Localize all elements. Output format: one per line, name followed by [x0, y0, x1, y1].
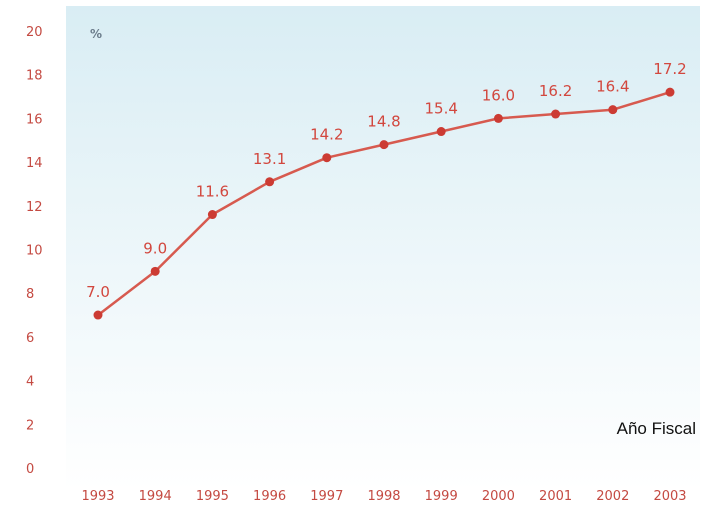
data-label: 15.4: [424, 100, 457, 118]
x-tick-label: 1999: [425, 489, 458, 504]
y-axis-ticks: 0 2 4 6 8 10 12 14 16 18 20: [26, 25, 43, 477]
y-tick-label: 6: [26, 331, 34, 346]
x-tick-label: 2000: [482, 489, 515, 504]
data-point-marker: [436, 127, 446, 137]
y-tick-label: 20: [26, 25, 43, 40]
data-point-marker: [150, 266, 160, 276]
x-axis-ticks: 1993 1994 1995 1996 1997 1998 1999 2000 2001 2002…: [81, 489, 686, 504]
y-tick-label: 14: [26, 156, 43, 171]
x-tick-label: 1993: [81, 489, 114, 504]
data-label: 14.8: [367, 113, 400, 131]
series-group: 7.0 9.0 11.6 13.1 14.2 14.8 15.4 16.0 16.2 16.4 17…: [86, 60, 687, 320]
data-point-marker: [93, 310, 103, 320]
data-point-marker: [322, 153, 332, 163]
data-point-marker: [207, 210, 217, 220]
x-tick-label: 1995: [196, 489, 229, 504]
x-tick-label: 2001: [539, 489, 572, 504]
data-label: 17.2: [653, 60, 686, 78]
data-point-marker: [551, 109, 561, 119]
y-tick-label: 8: [26, 287, 34, 302]
data-label: 14.2: [310, 126, 343, 144]
y-tick-label: 4: [26, 375, 34, 390]
x-axis-title: Año Fiscal: [617, 419, 696, 438]
y-tick-label: 12: [26, 200, 43, 215]
x-tick-label: 1998: [367, 489, 400, 504]
x-tick-label: 1997: [310, 489, 343, 504]
data-point-marker: [493, 113, 503, 123]
x-tick-label: 2002: [596, 489, 629, 504]
y-unit-label: %: [90, 27, 102, 41]
data-point-marker: [665, 87, 675, 97]
y-tick-label: 16: [26, 112, 43, 127]
y-tick-label: 10: [26, 244, 43, 259]
x-tick-label: 1994: [139, 489, 172, 504]
data-point-marker: [265, 177, 275, 187]
data-point-marker: [608, 105, 618, 115]
data-label: 9.0: [143, 239, 167, 257]
y-tick-label: 18: [26, 69, 43, 84]
data-label: 11.6: [196, 183, 229, 201]
x-tick-label: 1996: [253, 489, 286, 504]
data-label: 7.0: [86, 283, 110, 301]
y-tick-label: 0: [26, 462, 34, 477]
data-label: 16.0: [482, 86, 515, 104]
data-label: 16.2: [539, 82, 572, 100]
x-tick-label: 2003: [653, 489, 686, 504]
y-tick-label: 2: [26, 418, 34, 433]
data-label: 13.1: [253, 150, 286, 168]
plot-background: [66, 6, 700, 490]
data-label: 16.4: [596, 78, 629, 96]
data-point-marker: [379, 140, 389, 150]
